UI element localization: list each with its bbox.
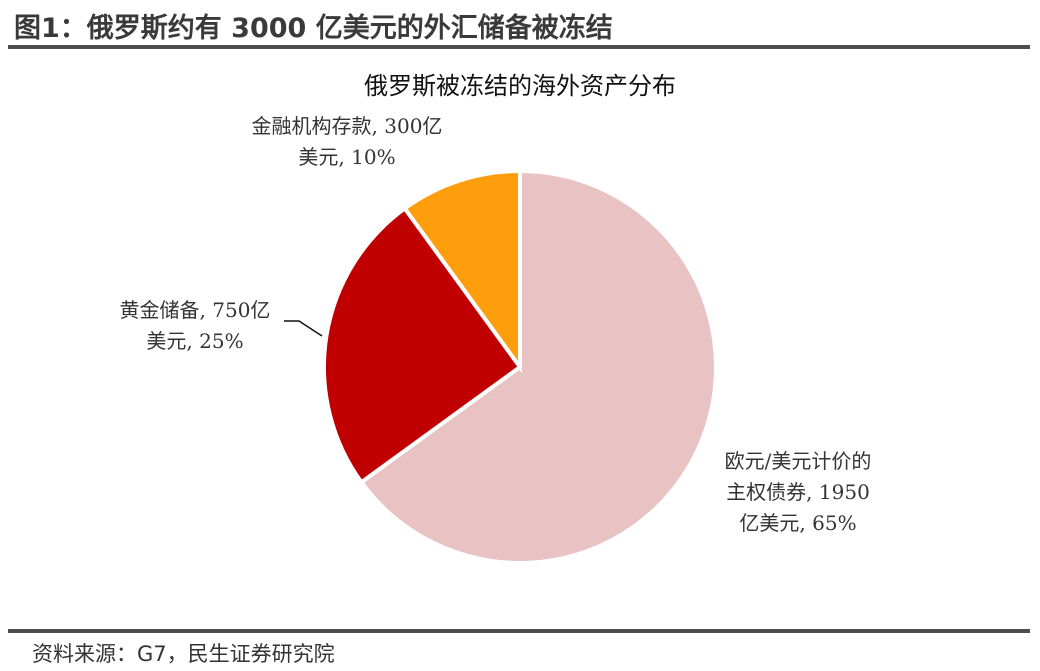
label-line: 金融机构存款, 300亿 bbox=[251, 114, 443, 138]
label-line: 欧元/美元计价的 bbox=[724, 449, 872, 473]
data-label-bonds: 欧元/美元计价的 主权债券, 1950 亿美元, 65% bbox=[698, 446, 898, 539]
label-line: 黄金储备, 750亿 bbox=[119, 298, 271, 322]
label-line: 主权债券, 1950 bbox=[726, 480, 870, 504]
label-line: 亿美元, 65% bbox=[739, 511, 857, 535]
leader-line-gold bbox=[284, 320, 323, 337]
top-divider bbox=[8, 45, 1030, 49]
figure-title: 图1：俄罗斯约有 3000 亿美元的外汇储备被冻结 bbox=[14, 13, 613, 44]
pie-slice-bonds bbox=[358, 168, 718, 565]
data-label-gold: 黄金储备, 750亿 美元, 25% bbox=[100, 295, 290, 357]
data-label-deposits: 金融机构存款, 300亿 美元, 10% bbox=[222, 111, 472, 173]
bottom-divider bbox=[8, 629, 1030, 633]
pie-slice-deposits bbox=[402, 168, 522, 374]
label-line: 美元, 25% bbox=[146, 329, 244, 353]
label-line: 美元, 10% bbox=[298, 145, 396, 169]
source-note: 资料来源：G7，民生证券研究院 bbox=[32, 642, 335, 666]
chart-title: 俄罗斯被冻结的海外资产分布 bbox=[364, 72, 676, 100]
pie-slice-gold bbox=[321, 205, 523, 485]
